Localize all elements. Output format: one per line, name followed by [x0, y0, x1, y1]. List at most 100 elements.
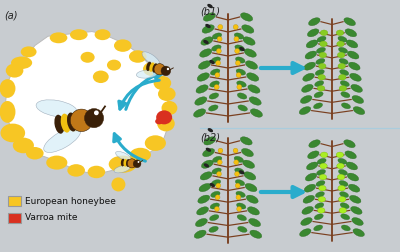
- Circle shape: [138, 161, 140, 163]
- Ellipse shape: [0, 123, 25, 142]
- Ellipse shape: [204, 137, 216, 145]
- Ellipse shape: [211, 191, 220, 197]
- Ellipse shape: [11, 56, 32, 69]
- Ellipse shape: [240, 13, 253, 21]
- Ellipse shape: [80, 110, 90, 129]
- Ellipse shape: [202, 160, 213, 168]
- Ellipse shape: [303, 195, 314, 203]
- Ellipse shape: [205, 24, 211, 28]
- Ellipse shape: [26, 147, 44, 160]
- Ellipse shape: [317, 158, 326, 164]
- Ellipse shape: [211, 57, 220, 63]
- Ellipse shape: [337, 163, 344, 169]
- Ellipse shape: [316, 58, 325, 64]
- Ellipse shape: [36, 100, 77, 117]
- Circle shape: [215, 73, 220, 78]
- Ellipse shape: [111, 177, 126, 192]
- Ellipse shape: [341, 214, 350, 220]
- Ellipse shape: [203, 40, 209, 44]
- Circle shape: [214, 206, 219, 211]
- Circle shape: [214, 84, 219, 89]
- Ellipse shape: [315, 81, 324, 87]
- Ellipse shape: [136, 70, 157, 78]
- Ellipse shape: [320, 30, 328, 36]
- Ellipse shape: [145, 135, 166, 151]
- Ellipse shape: [237, 215, 246, 221]
- Circle shape: [94, 110, 99, 115]
- Ellipse shape: [247, 73, 259, 81]
- Circle shape: [217, 37, 222, 42]
- Ellipse shape: [67, 164, 85, 177]
- Ellipse shape: [127, 159, 136, 168]
- Ellipse shape: [314, 214, 323, 220]
- Ellipse shape: [212, 45, 221, 51]
- Ellipse shape: [131, 160, 135, 167]
- Ellipse shape: [314, 103, 322, 109]
- Circle shape: [167, 68, 169, 70]
- Ellipse shape: [320, 152, 328, 158]
- Ellipse shape: [248, 207, 259, 215]
- Ellipse shape: [338, 47, 348, 53]
- Ellipse shape: [121, 159, 125, 166]
- Ellipse shape: [342, 103, 350, 109]
- Ellipse shape: [158, 87, 176, 101]
- Ellipse shape: [319, 52, 327, 58]
- Ellipse shape: [194, 230, 206, 238]
- Ellipse shape: [320, 41, 327, 47]
- Ellipse shape: [337, 41, 344, 47]
- Ellipse shape: [353, 107, 365, 115]
- Ellipse shape: [242, 25, 254, 33]
- Ellipse shape: [21, 46, 36, 57]
- Text: (a): (a): [4, 10, 18, 20]
- Ellipse shape: [244, 49, 256, 57]
- Ellipse shape: [338, 197, 346, 202]
- Circle shape: [216, 183, 221, 188]
- Ellipse shape: [73, 111, 83, 130]
- Ellipse shape: [316, 169, 326, 175]
- Ellipse shape: [143, 62, 161, 76]
- Ellipse shape: [70, 29, 88, 40]
- Ellipse shape: [239, 47, 245, 51]
- Ellipse shape: [195, 97, 207, 105]
- Circle shape: [235, 60, 240, 66]
- Ellipse shape: [302, 206, 313, 214]
- Ellipse shape: [352, 217, 363, 226]
- Ellipse shape: [124, 159, 127, 167]
- Ellipse shape: [319, 174, 327, 180]
- Ellipse shape: [236, 191, 245, 197]
- Ellipse shape: [0, 101, 16, 123]
- Ellipse shape: [246, 61, 258, 69]
- Ellipse shape: [208, 128, 213, 132]
- Circle shape: [218, 24, 223, 29]
- Ellipse shape: [154, 64, 165, 75]
- Ellipse shape: [314, 225, 323, 231]
- Ellipse shape: [250, 230, 262, 238]
- Ellipse shape: [338, 36, 347, 42]
- Ellipse shape: [158, 65, 164, 74]
- Ellipse shape: [126, 159, 130, 167]
- Ellipse shape: [196, 218, 207, 227]
- Ellipse shape: [249, 97, 261, 105]
- Ellipse shape: [157, 116, 175, 131]
- Circle shape: [234, 171, 240, 176]
- Ellipse shape: [238, 105, 248, 111]
- Ellipse shape: [345, 151, 356, 159]
- Ellipse shape: [317, 36, 326, 42]
- Ellipse shape: [129, 50, 146, 63]
- Circle shape: [236, 195, 241, 200]
- Ellipse shape: [340, 81, 349, 87]
- Ellipse shape: [245, 183, 257, 192]
- Ellipse shape: [209, 93, 219, 99]
- Ellipse shape: [114, 165, 130, 173]
- Ellipse shape: [199, 183, 211, 192]
- Ellipse shape: [201, 37, 213, 45]
- Ellipse shape: [50, 32, 67, 43]
- Ellipse shape: [319, 185, 326, 191]
- Circle shape: [215, 195, 220, 200]
- Ellipse shape: [305, 51, 317, 59]
- Ellipse shape: [316, 181, 325, 186]
- Ellipse shape: [197, 73, 209, 81]
- Ellipse shape: [200, 49, 212, 57]
- Ellipse shape: [336, 152, 344, 158]
- Ellipse shape: [340, 192, 348, 198]
